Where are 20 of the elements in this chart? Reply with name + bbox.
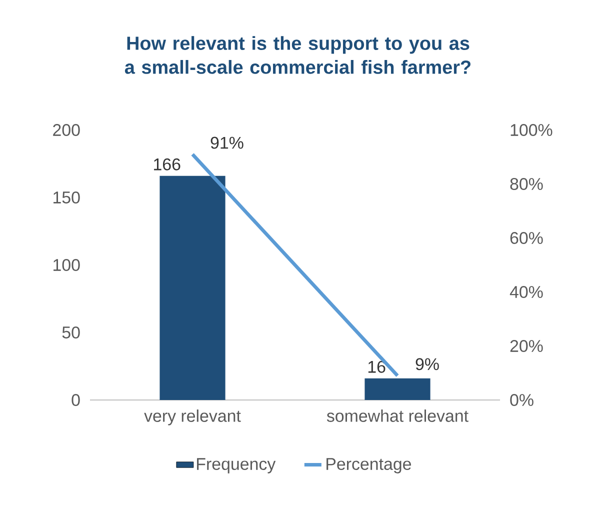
x-tick-label: somewhat relevant bbox=[326, 410, 468, 422]
y-tick-label: 200 bbox=[53, 124, 80, 136]
legend-label: Percentage bbox=[326, 458, 412, 474]
data-label: 9% bbox=[416, 358, 439, 370]
y2-tick-label: 100% bbox=[510, 124, 552, 136]
legend-label: Frequency bbox=[197, 458, 276, 474]
y-tick-label: 100 bbox=[54, 258, 80, 271]
y2-tick-label: 20% bbox=[510, 340, 543, 352]
y2-tick-label: 40% bbox=[510, 286, 543, 298]
data-label: 91% bbox=[210, 136, 244, 149]
chart-title: How relevant is the support to you as a small-scale commercial fish farmer? bbox=[124, 36, 470, 74]
y-tick-label: 0 bbox=[72, 394, 80, 406]
data-label: 16 bbox=[368, 360, 386, 373]
y-tick-label: 150 bbox=[54, 191, 80, 204]
data-label: 166 bbox=[154, 158, 180, 170]
y-tick-label: 50 bbox=[62, 326, 80, 338]
y2-tick-label: 80% bbox=[510, 178, 543, 190]
y2-tick-label: 60% bbox=[510, 232, 543, 244]
x-tick-label: very relevant bbox=[144, 410, 241, 426]
y2-tick-label: 0% bbox=[510, 394, 534, 406]
